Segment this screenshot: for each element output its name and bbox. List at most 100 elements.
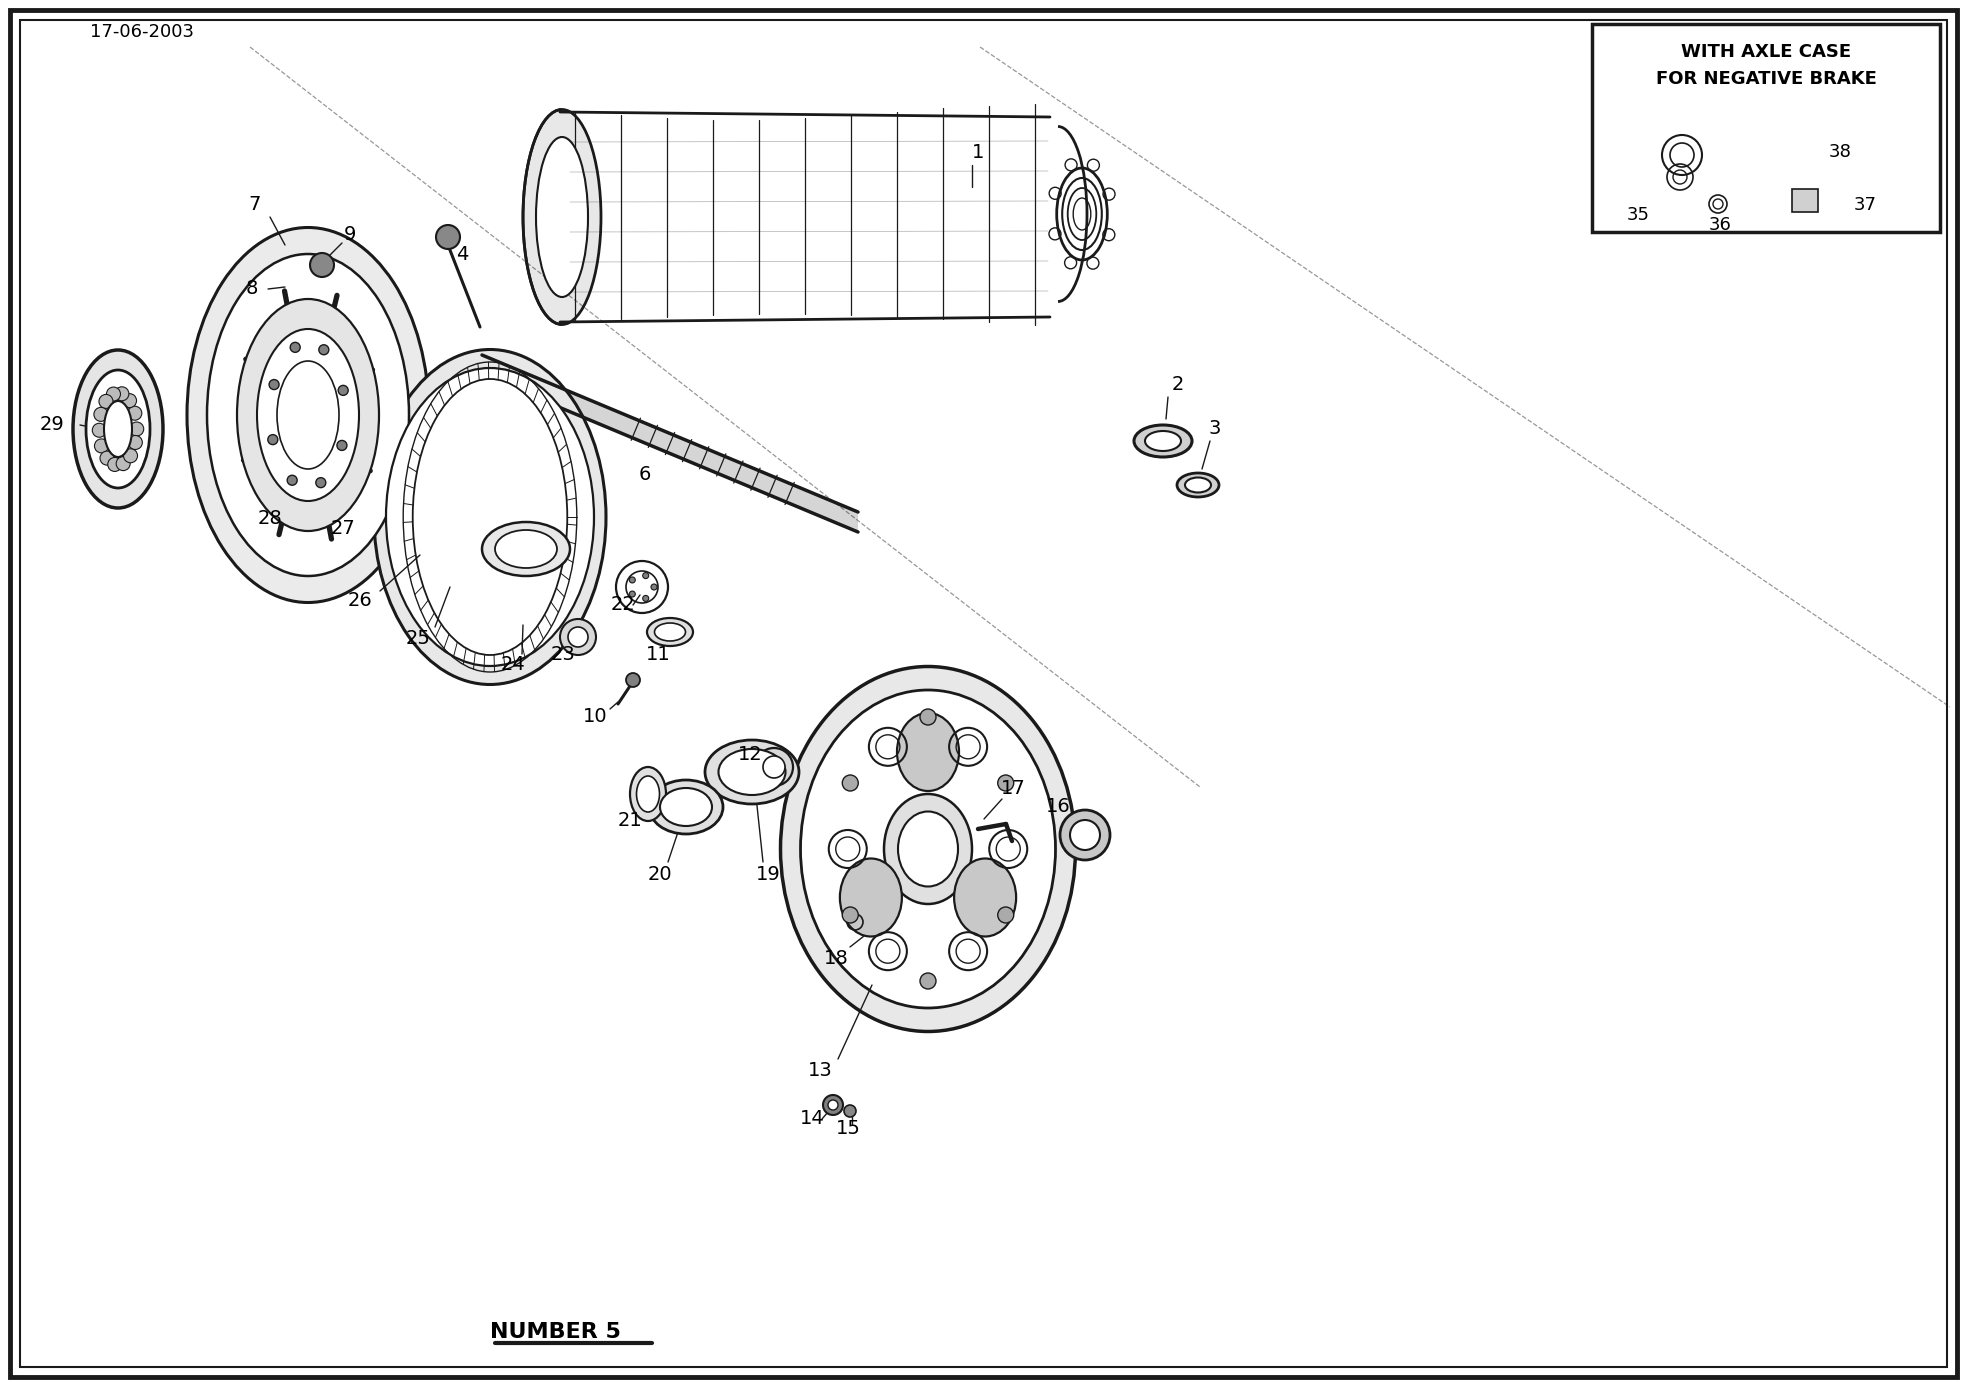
- Ellipse shape: [236, 300, 380, 531]
- Text: 14: 14: [801, 1110, 824, 1129]
- Ellipse shape: [718, 749, 785, 795]
- Bar: [1591, 24, 1939, 232]
- Circle shape: [287, 476, 297, 485]
- Text: 2: 2: [1172, 376, 1184, 394]
- Text: 15: 15: [836, 1119, 860, 1139]
- Circle shape: [1070, 820, 1100, 850]
- Text: FOR NEGATIVE BRAKE: FOR NEGATIVE BRAKE: [1656, 69, 1877, 87]
- Circle shape: [319, 345, 328, 355]
- Circle shape: [128, 406, 142, 420]
- Text: 23: 23: [551, 645, 576, 664]
- Text: 17: 17: [1001, 779, 1025, 799]
- Circle shape: [336, 441, 346, 451]
- Ellipse shape: [1135, 424, 1192, 456]
- Circle shape: [106, 387, 120, 401]
- Ellipse shape: [1145, 431, 1180, 451]
- Circle shape: [291, 343, 301, 352]
- Ellipse shape: [781, 667, 1076, 1032]
- Ellipse shape: [258, 329, 360, 501]
- Ellipse shape: [73, 350, 163, 508]
- Circle shape: [629, 577, 635, 583]
- Circle shape: [842, 907, 858, 922]
- Circle shape: [629, 591, 635, 596]
- Text: 20: 20: [647, 864, 673, 884]
- Ellipse shape: [207, 254, 409, 576]
- Circle shape: [561, 619, 596, 655]
- Text: 1: 1: [972, 143, 984, 161]
- Text: 21: 21: [618, 810, 643, 829]
- Text: 9: 9: [344, 226, 356, 244]
- Circle shape: [311, 252, 334, 277]
- Text: 35: 35: [1627, 207, 1650, 223]
- Ellipse shape: [637, 775, 659, 811]
- Ellipse shape: [87, 370, 149, 488]
- Circle shape: [98, 394, 112, 408]
- Text: WITH AXLE CASE: WITH AXLE CASE: [1682, 43, 1851, 61]
- Circle shape: [997, 775, 1013, 791]
- Text: 29: 29: [39, 416, 65, 434]
- Circle shape: [755, 748, 793, 786]
- Polygon shape: [482, 355, 858, 533]
- Circle shape: [124, 449, 138, 463]
- Ellipse shape: [104, 401, 132, 456]
- Ellipse shape: [482, 522, 570, 576]
- Circle shape: [100, 451, 114, 465]
- Text: 12: 12: [738, 745, 763, 764]
- Text: 36: 36: [1709, 216, 1731, 234]
- Text: 28: 28: [258, 509, 283, 528]
- Ellipse shape: [954, 859, 1017, 936]
- Circle shape: [94, 408, 108, 422]
- Ellipse shape: [897, 713, 960, 791]
- Circle shape: [128, 436, 142, 449]
- Bar: [1792, 189, 1818, 212]
- Text: 4: 4: [456, 245, 468, 265]
- Ellipse shape: [1176, 473, 1220, 497]
- Circle shape: [268, 434, 277, 445]
- Circle shape: [822, 1094, 844, 1115]
- Text: 38: 38: [1829, 143, 1851, 161]
- Ellipse shape: [386, 368, 594, 666]
- Circle shape: [626, 673, 639, 687]
- Ellipse shape: [840, 859, 903, 936]
- Text: 3: 3: [1210, 419, 1222, 438]
- Circle shape: [114, 387, 130, 401]
- Circle shape: [763, 756, 785, 778]
- Text: 22: 22: [610, 595, 635, 614]
- Circle shape: [651, 584, 657, 589]
- Text: 11: 11: [645, 645, 671, 663]
- Ellipse shape: [649, 779, 724, 834]
- Text: NUMBER 5: NUMBER 5: [490, 1322, 620, 1343]
- Circle shape: [116, 456, 130, 470]
- Text: 7: 7: [248, 196, 262, 215]
- Circle shape: [921, 974, 936, 989]
- Ellipse shape: [523, 110, 602, 325]
- Ellipse shape: [801, 689, 1056, 1008]
- Ellipse shape: [535, 137, 588, 297]
- Ellipse shape: [1184, 477, 1212, 492]
- Text: 27: 27: [330, 520, 356, 538]
- Circle shape: [108, 458, 122, 472]
- Circle shape: [122, 394, 136, 408]
- Text: 13: 13: [808, 1061, 832, 1080]
- Ellipse shape: [187, 227, 429, 602]
- Text: 26: 26: [348, 591, 372, 610]
- Text: 16: 16: [1046, 798, 1070, 817]
- Circle shape: [921, 709, 936, 725]
- Text: 8: 8: [246, 280, 258, 298]
- Text: 24: 24: [502, 655, 525, 674]
- Ellipse shape: [655, 623, 686, 641]
- Ellipse shape: [899, 811, 958, 886]
- Text: 37: 37: [1853, 196, 1877, 214]
- Text: 10: 10: [582, 707, 608, 727]
- Ellipse shape: [629, 767, 667, 821]
- Ellipse shape: [883, 793, 972, 904]
- Text: 6: 6: [639, 466, 651, 484]
- Circle shape: [842, 775, 858, 791]
- Circle shape: [844, 1105, 856, 1117]
- Circle shape: [1060, 810, 1109, 860]
- Circle shape: [828, 1100, 838, 1110]
- Text: 19: 19: [755, 865, 781, 885]
- Text: 17-06-2003: 17-06-2003: [90, 24, 195, 42]
- Circle shape: [92, 423, 106, 437]
- Circle shape: [94, 438, 108, 454]
